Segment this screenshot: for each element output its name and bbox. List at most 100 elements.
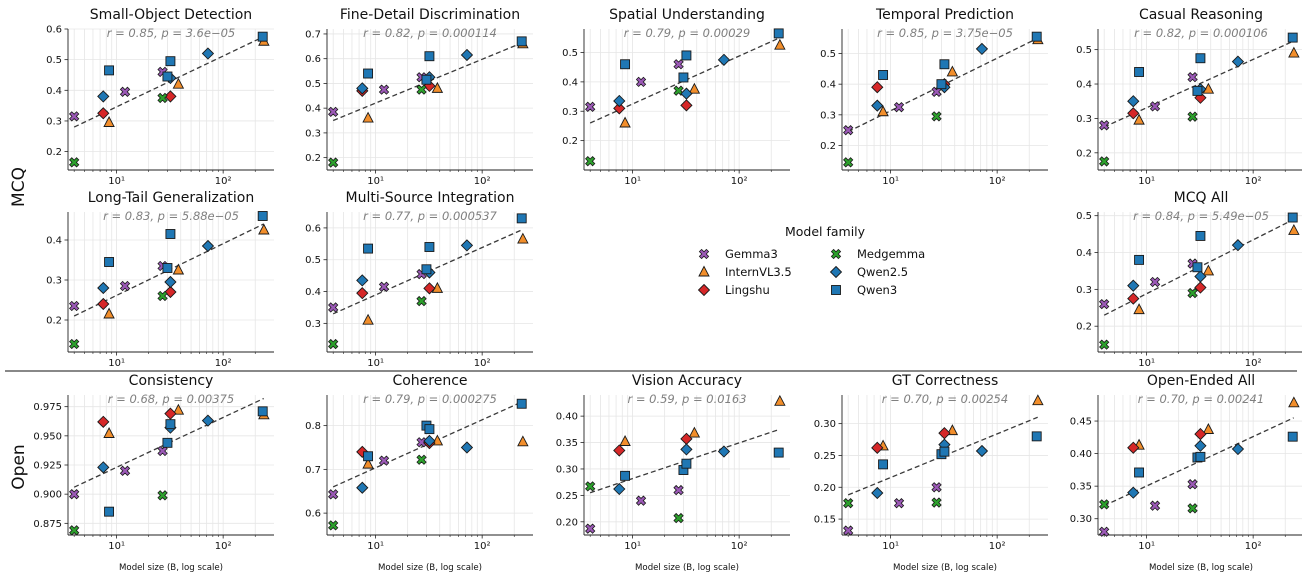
point-medgemma <box>843 498 854 509</box>
y-tick-label: 0.3 <box>305 128 321 139</box>
fit-line <box>332 228 523 315</box>
point-lingshu <box>97 297 110 311</box>
x-tick-label: 10² <box>989 541 1006 552</box>
y-tick-label: 0.900 <box>33 490 62 501</box>
panel-long-tail-generalization: 10¹ 10² 0.2 0.3 0.4 Long-Tail Generalization r… <box>46 190 274 369</box>
x-tick-label: 10² <box>215 541 232 552</box>
panel-title: Spatial Understanding <box>609 7 765 23</box>
point-gemma3 <box>893 101 905 113</box>
y-tick-label: 0.875 <box>33 519 62 530</box>
y-tick-label: 0.2 <box>1076 322 1092 333</box>
x-tick-label: 10¹ <box>1138 358 1155 369</box>
point-gemma3 <box>1099 298 1110 310</box>
point-medgemma <box>1099 499 1110 510</box>
point-qwen2-5 <box>201 239 215 253</box>
point-internvl3-5 <box>1032 394 1044 406</box>
point-medgemma <box>157 290 168 302</box>
point-internvl3-5 <box>1288 396 1300 408</box>
y-tick-label: 0.7 <box>305 465 321 476</box>
point-medgemma <box>328 520 339 531</box>
point-qwen2-5 <box>97 90 110 103</box>
point-gemma3 <box>635 495 647 506</box>
point-medgemma <box>416 84 427 95</box>
point-qwen2-5 <box>975 444 989 458</box>
point-qwen3 <box>257 211 268 221</box>
point-internvl3-5 <box>688 426 701 438</box>
panel-stat: r = 0.79, p = 0.00029 <box>624 26 750 40</box>
point-qwen2-5 <box>717 445 731 458</box>
point-gemma3 <box>931 482 942 493</box>
point-qwen2-5 <box>356 274 369 287</box>
legend-label-gemma3: Gemma3 <box>725 247 778 261</box>
point-internvl3-5 <box>172 77 185 89</box>
point-qwen2-5 <box>460 48 474 62</box>
point-medgemma <box>328 157 339 168</box>
point-lingshu <box>1194 281 1207 294</box>
y-tick-label: 0.40 <box>556 412 578 423</box>
point-qwen3 <box>1195 53 1206 64</box>
panel-mcq-all: 10¹ 10² 0.2 0.3 0.4 0.5 MCQ All r = 0.84, p = 5… <box>1076 190 1302 369</box>
x-tick-label: 10¹ <box>367 176 384 187</box>
point-internvl3-5 <box>946 65 959 77</box>
y-tick-label: 0.4 <box>305 287 321 298</box>
y-tick-label: 0.5 <box>46 55 62 66</box>
x-axis-label: Model size (B, log scale) <box>893 563 997 573</box>
point-gemma3 <box>635 76 647 88</box>
point-qwen2-5 <box>871 486 884 500</box>
point-qwen3 <box>1031 31 1042 42</box>
point-gemma3 <box>328 489 339 500</box>
panel-stat: r = 0.85, p = 3.6e−05 <box>107 26 235 40</box>
point-gemma3 <box>1149 500 1161 511</box>
y-tick-label: 0.3 <box>305 319 321 330</box>
panel-vision-accuracy: 10¹ 10² 0.20 0.25 0.30 0.35 0.40 Vision Accurac… <box>556 373 790 573</box>
legend-marker-medgemma <box>830 248 842 260</box>
point-qwen3 <box>165 229 176 239</box>
point-qwen3 <box>773 447 784 458</box>
point-gemma3 <box>1149 101 1161 112</box>
y-tick-label: 0.4 <box>1076 80 1092 91</box>
y-tick-label: 0.3 <box>820 110 836 121</box>
point-gemma3 <box>119 280 131 292</box>
point-qwen3 <box>1192 262 1203 273</box>
point-qwen3 <box>165 56 176 67</box>
x-tick-label: 10² <box>731 176 748 187</box>
point-medgemma <box>1099 156 1110 167</box>
point-medgemma <box>69 525 80 536</box>
panel-spatial-understanding: 10¹ 10² 0.2 0.3 0.4 0.5 Spatial Understanding r… <box>562 7 790 187</box>
legend-label-internvl3-5: InternVL3.5 <box>725 265 792 279</box>
point-qwen3 <box>1134 254 1145 265</box>
point-qwen3 <box>1134 467 1145 478</box>
point-medgemma <box>328 338 339 350</box>
point-gemma3 <box>69 300 80 312</box>
point-internvl3-5 <box>362 313 374 325</box>
point-qwen2-5 <box>97 461 110 474</box>
point-qwen2-5 <box>680 87 693 100</box>
y-tick-label: 0.25 <box>556 491 578 502</box>
point-gemma3 <box>328 302 339 313</box>
point-qwen3 <box>104 65 115 76</box>
legend-marker-qwen2-5 <box>829 265 843 279</box>
x-tick-label: 10¹ <box>624 541 641 552</box>
panel-open-ended-all: 10¹ 10² 0.30 0.35 0.40 0.45 Open-Ended All r = … <box>1070 373 1302 573</box>
point-qwen2-5 <box>164 275 177 289</box>
point-qwen2-5 <box>717 53 731 66</box>
panels: 10¹ 10² 0.2 0.3 0.4 0.5 0.6 Small-Object Detect… <box>33 7 1302 573</box>
x-tick-label: 10¹ <box>882 176 899 187</box>
y-tick-label: 0.975 <box>33 402 62 413</box>
x-tick-label: 10² <box>1245 176 1262 187</box>
point-lingshu <box>356 286 369 300</box>
x-tick-label: 10¹ <box>1138 176 1155 187</box>
point-internvl3-5 <box>1288 223 1300 235</box>
x-tick-label: 10² <box>731 541 748 552</box>
point-qwen3 <box>162 437 173 448</box>
point-internvl3-5 <box>877 105 889 117</box>
y-tick-label: 0.4 <box>820 80 836 91</box>
point-lingshu <box>871 81 884 94</box>
legend-label-lingshu: Lingshu <box>725 283 770 297</box>
point-medgemma <box>69 338 80 350</box>
point-qwen2-5 <box>1231 239 1245 252</box>
y-tick-label: 0.3 <box>46 276 62 287</box>
x-axis-label: Model size (B, log scale) <box>119 563 223 573</box>
panel-title: MCQ All <box>1174 190 1229 206</box>
point-qwen2-5 <box>356 82 369 95</box>
